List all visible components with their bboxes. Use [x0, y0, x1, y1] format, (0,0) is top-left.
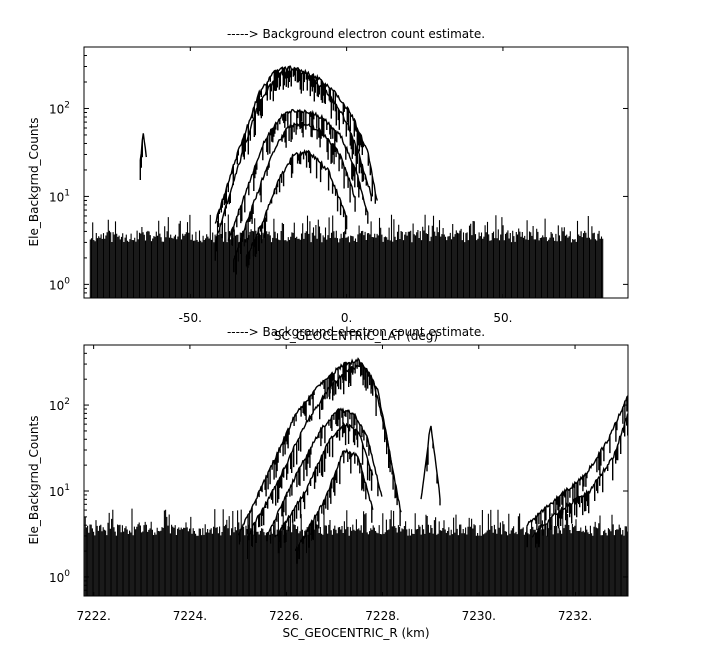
- series-5-line: [245, 148, 348, 268]
- chart-panel-2: -----> Background electron count estimat…: [27, 325, 629, 640]
- chart-2-axes: 7222. 7224. 7226. 7228. 7230. 7232. 100 101 102: [49, 345, 628, 623]
- chart-1-title: -----> Background electron count estimat…: [227, 27, 485, 41]
- x-tick-label: 7228.: [365, 609, 399, 623]
- series-6-line: [420, 425, 441, 506]
- y-tick-label: 102: [49, 100, 70, 116]
- x-tick-label: 7230.: [462, 609, 496, 623]
- chart-panel-1: -----> Background electron count estimat…: [27, 27, 629, 343]
- x-tick-label: 50.: [493, 311, 512, 325]
- y-tick-label: 100: [49, 276, 70, 292]
- series-1-line: [237, 357, 402, 545]
- series-3-line: [266, 407, 383, 544]
- series-4-line: [276, 421, 374, 554]
- chart-1-y-axis-label: Ele_Backgrnd_Counts: [27, 118, 41, 247]
- chart-2-frame: [83, 344, 629, 597]
- chart-2-y-axis-label: Ele_Backgrnd_Counts: [27, 416, 41, 545]
- series-2-line: [214, 67, 378, 261]
- chart-2-x-axis-label: SC_GEOCENTRIC_R (km): [283, 626, 430, 640]
- x-tick-label: -50.: [179, 311, 202, 325]
- series-1-line: [214, 65, 372, 228]
- series-4-line: [233, 121, 356, 275]
- chart-1-plot-area: [89, 65, 604, 298]
- x-tick-label: 7226.: [269, 609, 303, 623]
- series-3-line: [227, 108, 369, 246]
- series-8-line: [531, 413, 628, 548]
- series-6-line: [139, 133, 147, 180]
- chart-1-frame: [83, 46, 629, 299]
- y-tick-label: 101: [49, 483, 70, 499]
- series-5-line: [295, 447, 374, 564]
- series-2-line: [247, 362, 393, 559]
- x-tick-label: 0.: [341, 311, 352, 325]
- x-tick-label: 7222.: [76, 609, 110, 623]
- chart-2-plot-area: [84, 357, 628, 596]
- chart-1-x-axis-label: SC_GEOCENTRIC_LAT (deg): [274, 329, 438, 343]
- chart-2-title: -----> Background electron count estimat…: [227, 325, 485, 339]
- noise-floor-spikes: [84, 508, 628, 596]
- noise-floor-spikes: [89, 214, 604, 298]
- x-tick-label: 7224.: [173, 609, 207, 623]
- series-7-line: [526, 395, 628, 548]
- chart-1-axes: -50. 0. 50. 100 101 102: [49, 47, 628, 325]
- x-tick-label: 7232.: [558, 609, 592, 623]
- y-tick-label: 101: [49, 188, 70, 204]
- y-tick-label: 100: [49, 569, 70, 585]
- y-tick-label: 102: [49, 397, 70, 413]
